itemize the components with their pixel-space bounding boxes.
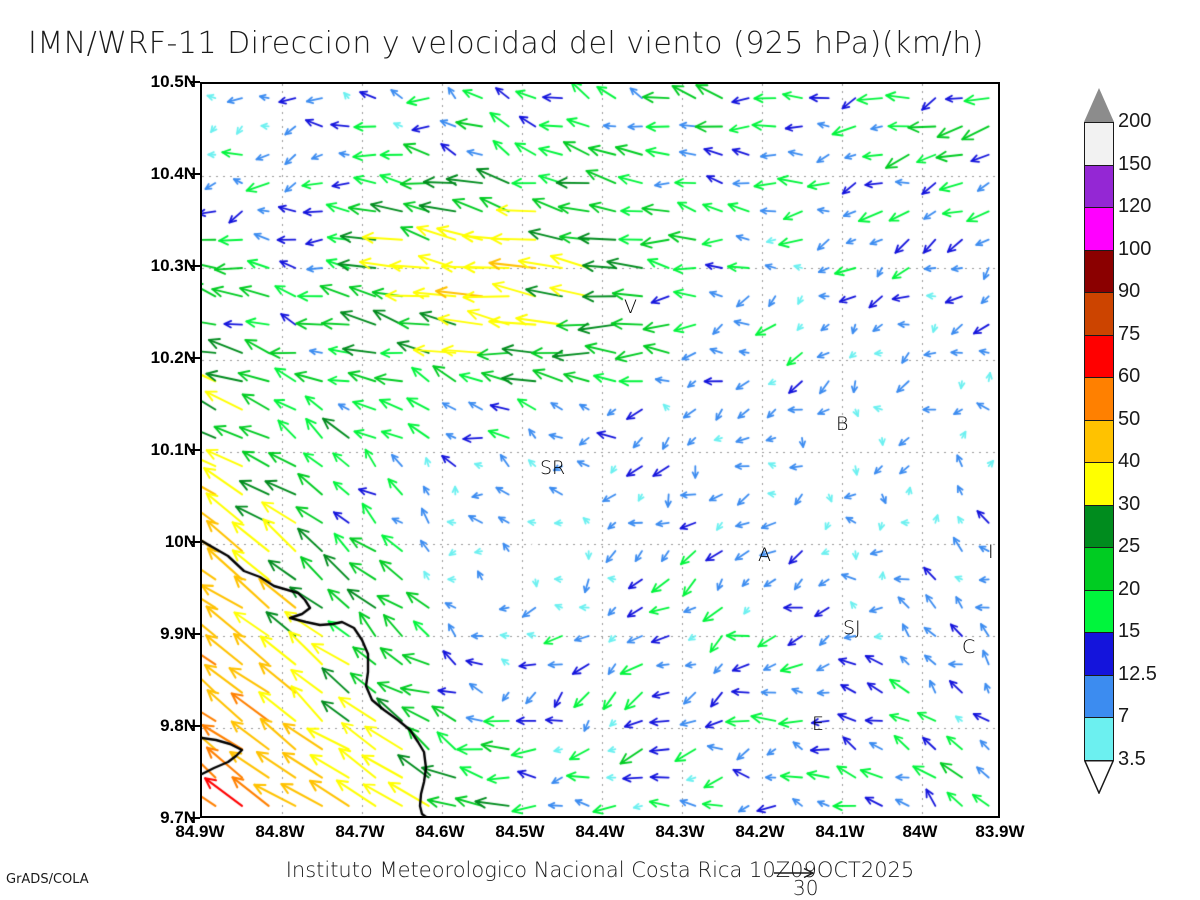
colorbar-band[interactable] bbox=[1084, 504, 1114, 547]
colorbar-tick-label: 75 bbox=[1118, 322, 1141, 345]
x-axis-tick-label: 83.9W bbox=[975, 822, 1025, 841]
x-axis-tick-label: 84.6W bbox=[415, 822, 465, 841]
colorbar-band[interactable] bbox=[1084, 717, 1114, 760]
x-axis-tick-label: 84W bbox=[902, 822, 938, 841]
colorbar-tick-label: 20 bbox=[1118, 577, 1141, 600]
y-axis-tick-mark bbox=[190, 541, 200, 543]
reference-vector-label: 30 bbox=[793, 876, 819, 900]
map-place-label: A bbox=[758, 544, 771, 566]
x-axis-tick-label: 84.1W bbox=[815, 822, 865, 841]
grads-credit: GrADS/COLA bbox=[6, 872, 89, 887]
x-axis-tick-label: 84.3W bbox=[655, 822, 705, 841]
wind-speed-colorbar[interactable] bbox=[1084, 88, 1114, 794]
y-axis-tick-mark bbox=[190, 725, 200, 727]
y-axis-tick-label: 9.9N bbox=[160, 624, 196, 643]
y-axis-tick-label: 9.7N bbox=[160, 808, 196, 827]
x-axis-tick-label: 84.7W bbox=[335, 822, 385, 841]
x-axis-tick-label: 84.2W bbox=[735, 822, 785, 841]
colorbar-tick-label: 7 bbox=[1118, 705, 1130, 727]
colorbar-top-arrow bbox=[1084, 88, 1114, 122]
y-axis-tick-label: 10.4N bbox=[150, 164, 196, 183]
colorbar-band[interactable] bbox=[1084, 249, 1114, 292]
x-axis-tick-label: 84.5W bbox=[495, 822, 545, 841]
colorbar-tick-label: 12.5 bbox=[1118, 662, 1157, 685]
y-axis-tick-mark bbox=[190, 357, 200, 359]
y-axis-tick-mark bbox=[190, 173, 200, 175]
colorbar-band[interactable] bbox=[1084, 122, 1114, 165]
x-axis-tick-label: 84.4W bbox=[575, 822, 625, 841]
map-place-label: B bbox=[836, 413, 849, 435]
coastline-layer bbox=[202, 84, 998, 816]
colorbar-band[interactable] bbox=[1084, 292, 1114, 335]
y-axis-tick-mark bbox=[190, 817, 200, 819]
y-axis-tick-label: 10.2N bbox=[150, 348, 196, 367]
reference-vector-arrow bbox=[774, 867, 815, 879]
y-axis-tick-label: 10.1N bbox=[150, 440, 196, 459]
colorbar-tick-label: 30 bbox=[1118, 492, 1141, 515]
colorbar-tick-label: 25 bbox=[1118, 535, 1141, 557]
footer-caption: Instituto Meteorologico Nacional Costa R… bbox=[285, 858, 915, 882]
colorbar-band[interactable] bbox=[1084, 674, 1114, 717]
x-axis-tick-label: 84.9W bbox=[175, 822, 225, 841]
colorbar-tick-label: 50 bbox=[1118, 407, 1141, 430]
colorbar-band[interactable] bbox=[1084, 207, 1114, 250]
y-axis-tick-label: 10.5N bbox=[150, 72, 196, 91]
colorbar-band[interactable] bbox=[1084, 164, 1114, 207]
colorbar-tick-label: 3.5 bbox=[1118, 747, 1146, 770]
colorbar-band[interactable] bbox=[1084, 377, 1114, 420]
y-axis-tick-mark bbox=[190, 81, 200, 83]
map-place-label: C bbox=[962, 636, 976, 658]
colorbar-tick-label: 15 bbox=[1118, 620, 1141, 642]
colorbar-band[interactable] bbox=[1084, 334, 1114, 377]
colorbar-tick-label: 100 bbox=[1118, 237, 1152, 260]
y-axis-tick-label: 10N bbox=[164, 532, 196, 551]
x-axis-tick-label: 84.8W bbox=[255, 822, 305, 841]
colorbar-band[interactable] bbox=[1084, 632, 1114, 675]
map-place-label: V bbox=[624, 296, 637, 318]
colorbar-tick-label: 120 bbox=[1118, 195, 1152, 217]
y-axis-tick-label: 10.3N bbox=[150, 256, 196, 275]
colorbar-tick-label: 60 bbox=[1118, 365, 1141, 387]
wind-vector-plot[interactable] bbox=[200, 82, 1000, 818]
colorbar-bottom-arrow bbox=[1084, 759, 1114, 794]
y-axis-tick-mark bbox=[190, 449, 200, 451]
colorbar-band[interactable] bbox=[1084, 462, 1114, 505]
colorbar-tick-label: 200 bbox=[1118, 110, 1152, 132]
colorbar-band[interactable] bbox=[1084, 547, 1114, 590]
y-axis-tick-mark bbox=[190, 265, 200, 267]
map-place-label: I bbox=[988, 541, 994, 563]
colorbar-tick-label: 40 bbox=[1118, 450, 1141, 472]
colorbar-band[interactable] bbox=[1084, 419, 1114, 462]
map-place-label: SJ bbox=[843, 617, 861, 639]
colorbar-band[interactable] bbox=[1084, 589, 1114, 632]
y-axis-tick-mark bbox=[190, 633, 200, 635]
map-place-label: SR bbox=[540, 457, 566, 479]
map-place-label: E bbox=[812, 713, 825, 735]
colorbar-tick-label: 90 bbox=[1118, 280, 1141, 302]
y-axis-tick-label: 9.8N bbox=[160, 716, 196, 735]
colorbar-tick-label: 150 bbox=[1118, 152, 1152, 175]
page-title: IMN/WRF-11 Direccion y velocidad del vie… bbox=[28, 26, 984, 61]
